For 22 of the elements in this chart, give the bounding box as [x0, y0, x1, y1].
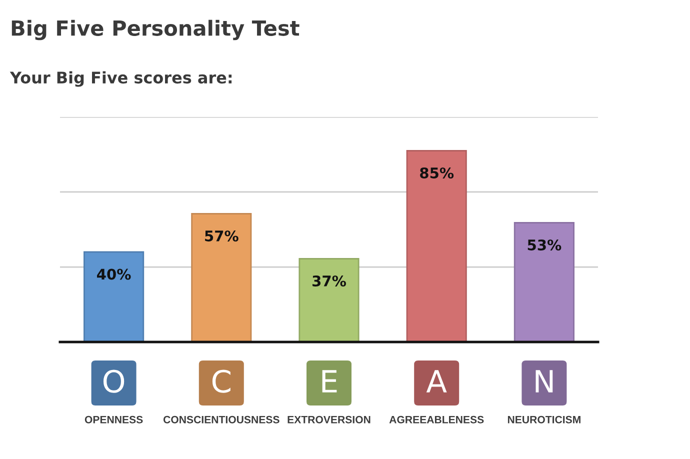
bar	[406, 150, 467, 342]
x-tick-label: EXTROVERSION	[288, 416, 370, 424]
text: E	[322, 370, 337, 392]
data-label: 85%	[420, 167, 454, 178]
chart-subtitle: Your Big Five scores are:	[10, 71, 232, 87]
data-label: 40%	[97, 268, 131, 280]
data-label: 53%	[528, 239, 562, 250]
x-tick-label: CONSCIENTIOUSNESS	[163, 416, 280, 424]
text: A	[426, 370, 447, 392]
text: C	[212, 370, 230, 393]
bar	[191, 213, 252, 342]
bar	[514, 222, 574, 342]
x-tick-label: OPENNESS	[84, 416, 143, 424]
bar	[84, 251, 144, 342]
text: N	[536, 370, 553, 392]
x-tick-label: AGREEABLENESS	[389, 416, 484, 424]
data-label: 37%	[312, 275, 346, 286]
bar	[298, 258, 360, 342]
text: O	[103, 370, 124, 393]
data-label: 57%	[205, 230, 238, 242]
chart-title: Big Five Personality Test	[12, 20, 300, 40]
x-tick-label: NEUROTICISM	[508, 416, 580, 424]
